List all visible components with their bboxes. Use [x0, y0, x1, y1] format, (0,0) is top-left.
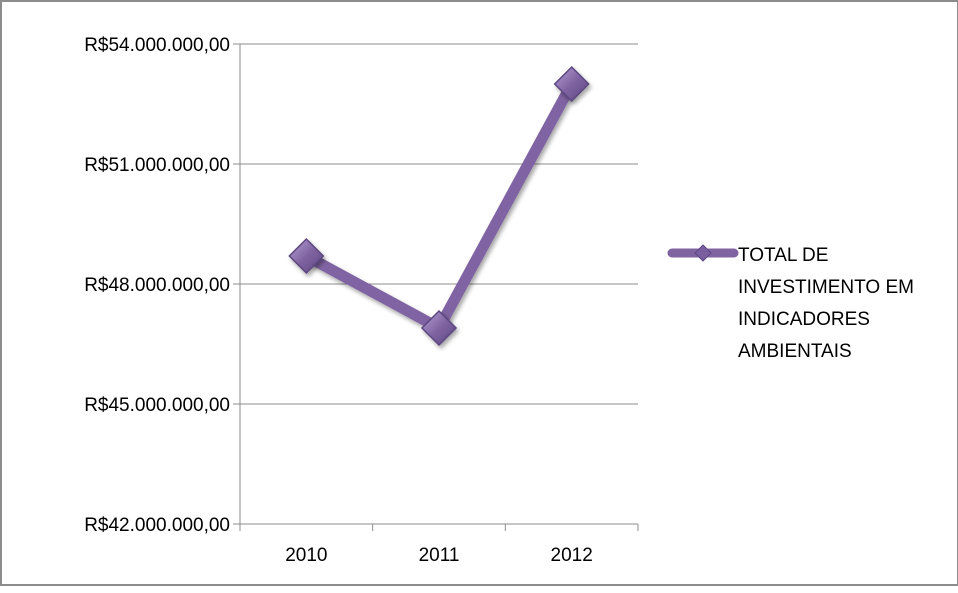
legend-label: INDICADORES [738, 309, 870, 330]
data-point-marker [420, 309, 458, 347]
x-tick-label: 2011 [419, 545, 460, 566]
legend-label: AMBIENTAIS [738, 341, 852, 362]
y-tick-label: R$51.000.000,00 [84, 155, 230, 176]
y-tick-label: R$54.000.000,00 [84, 35, 230, 56]
series-line [300, 78, 578, 334]
x-tick-label: 2010 [285, 545, 327, 566]
legend-label: TOTAL DE [738, 245, 828, 266]
y-tick-label: R$45.000.000,00 [84, 395, 230, 416]
legend-marker-swatch [694, 244, 712, 262]
legend-label: INVESTIMENTO EM [738, 277, 914, 298]
x-tick-label: 2012 [551, 545, 593, 566]
data-point-marker [553, 65, 590, 103]
y-tick-label: R$48.000.000,00 [84, 275, 230, 296]
data-point-marker [288, 237, 325, 275]
y-tick-label: R$42.000.000,00 [84, 515, 230, 536]
